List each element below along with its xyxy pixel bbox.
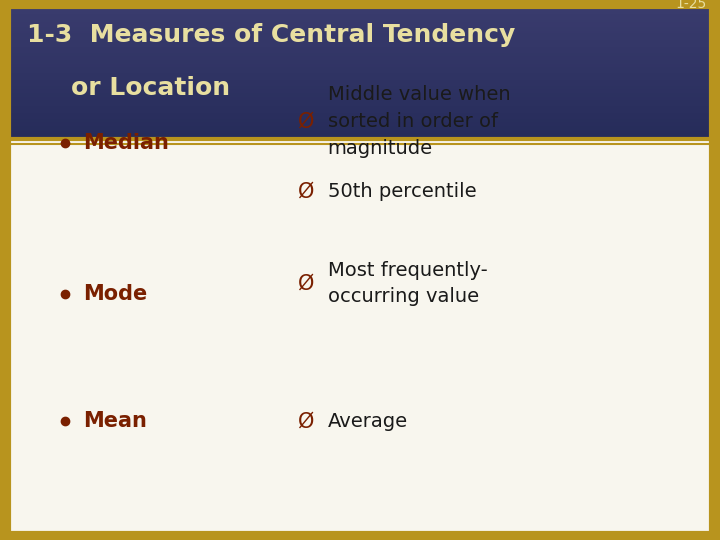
Bar	[9, 128, 711, 131]
Text: Ø: Ø	[298, 111, 314, 132]
Bar	[9, 55, 711, 58]
Text: Ø: Ø	[298, 273, 314, 294]
Bar	[9, 114, 711, 117]
Text: Most frequently-
occurring value: Most frequently- occurring value	[328, 261, 487, 306]
Bar	[9, 102, 711, 104]
Bar	[9, 33, 711, 36]
Bar	[9, 51, 711, 53]
Bar	[9, 66, 711, 69]
Bar	[9, 82, 711, 84]
Bar	[9, 104, 711, 106]
Bar	[9, 121, 711, 124]
Bar	[9, 86, 711, 89]
Text: Mode: Mode	[83, 284, 147, 305]
Bar	[9, 29, 711, 31]
Bar	[9, 79, 711, 82]
Bar	[9, 137, 711, 139]
Bar	[9, 90, 711, 93]
Bar	[9, 130, 711, 133]
Bar	[9, 11, 711, 14]
Bar	[9, 110, 711, 113]
Text: Average: Average	[328, 411, 408, 431]
Bar	[9, 92, 711, 95]
Text: Mean: Mean	[83, 411, 147, 431]
Bar	[9, 108, 711, 111]
Bar	[9, 77, 711, 80]
Bar	[9, 62, 711, 64]
Bar	[9, 24, 711, 27]
Bar	[9, 26, 711, 29]
Bar	[9, 84, 711, 86]
Bar	[9, 39, 711, 42]
Text: or Location: or Location	[71, 76, 230, 100]
Bar	[9, 119, 711, 122]
Bar	[9, 134, 711, 137]
Bar	[9, 99, 711, 102]
Bar	[9, 97, 711, 99]
Text: Ø: Ø	[298, 411, 314, 431]
Bar	[9, 44, 711, 47]
Bar	[9, 15, 711, 18]
Bar	[9, 126, 711, 129]
Text: Median: Median	[83, 133, 168, 153]
Text: 50th percentile: 50th percentile	[328, 182, 476, 201]
Bar	[9, 6, 711, 9]
Bar	[9, 35, 711, 38]
Bar	[9, 59, 711, 62]
Text: 1-25: 1-25	[676, 0, 707, 10]
Bar	[9, 68, 711, 71]
Bar	[9, 49, 711, 51]
Bar	[9, 64, 711, 66]
Bar	[9, 123, 711, 126]
Text: Ø: Ø	[298, 181, 314, 202]
Bar	[9, 117, 711, 119]
Bar	[9, 13, 711, 16]
Bar	[9, 112, 711, 115]
Text: Middle value when
sorted in order of
magnitude: Middle value when sorted in order of mag…	[328, 85, 510, 158]
Bar	[9, 132, 711, 135]
Bar	[9, 75, 711, 78]
Bar	[9, 9, 711, 11]
Bar	[9, 42, 711, 44]
Bar	[9, 70, 711, 73]
FancyBboxPatch shape	[9, 7, 711, 533]
Bar	[9, 57, 711, 60]
Bar	[9, 53, 711, 56]
Text: 1-3  Measures of Central Tendency: 1-3 Measures of Central Tendency	[27, 23, 516, 47]
Bar	[9, 94, 711, 97]
Bar	[9, 106, 711, 109]
Bar	[9, 19, 711, 23]
Bar	[9, 17, 711, 20]
Bar	[9, 46, 711, 49]
Bar	[9, 22, 711, 25]
Bar	[9, 31, 711, 33]
Bar	[9, 37, 711, 40]
Bar	[9, 73, 711, 76]
Bar	[9, 88, 711, 91]
